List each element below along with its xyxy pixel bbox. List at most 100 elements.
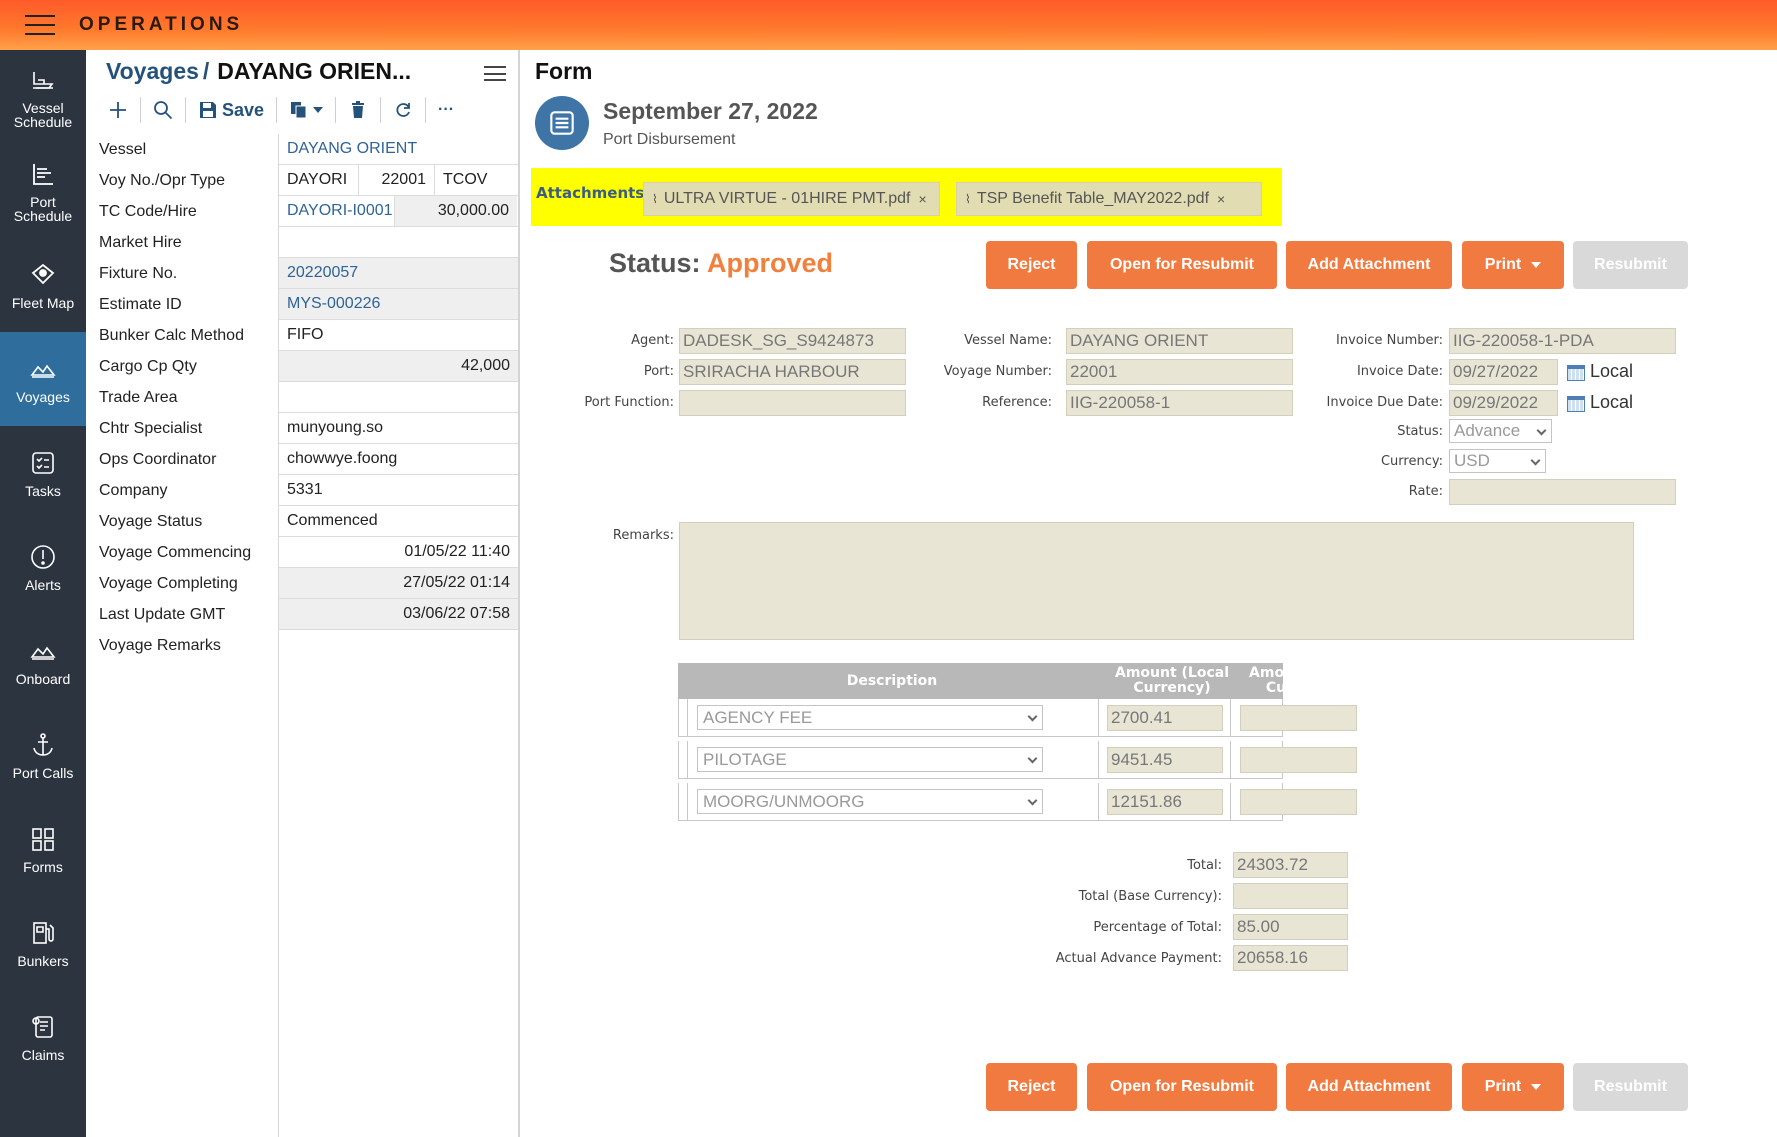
amount-base-field[interactable] <box>1240 705 1357 731</box>
column-divider <box>1230 783 1231 820</box>
tc-code-link[interactable]: DAYORI-I0001 <box>279 196 395 226</box>
resubmit-button[interactable]: Resubmit <box>1573 1063 1688 1111</box>
breadcrumb: Voyages / DAYANG ORIEN... <box>106 58 411 90</box>
reference-field[interactable]: IIG-220058-1 <box>1066 390 1293 416</box>
field-value-tc-code: DAYORI-I0001 30,000.00 <box>279 196 518 227</box>
field-value-estimate[interactable]: MYS-000226 <box>279 289 518 320</box>
copy-dropdown-button[interactable] <box>281 95 331 125</box>
description-select[interactable]: MOORG/UNMOORG <box>697 789 1043 814</box>
print-label: Print <box>1484 256 1522 273</box>
tc-hire: 30,000.00 <box>395 196 517 226</box>
field-label-remarks: Voyage Remarks <box>99 637 221 654</box>
nav-item-port-calls[interactable]: Port Calls <box>0 708 86 802</box>
percentage-field[interactable]: 85.00 <box>1233 914 1348 940</box>
status-select[interactable]: Advance <box>1449 419 1552 443</box>
rate-label: Rate: <box>1408 484 1443 499</box>
calendar-icon[interactable] <box>1567 365 1585 381</box>
advance-payment-field[interactable]: 20658.16 <box>1233 945 1348 971</box>
add-attachment-button[interactable]: Add Attachment <box>1286 1063 1452 1111</box>
caret-down-icon <box>1531 262 1542 268</box>
refresh-button[interactable] <box>385 95 421 125</box>
field-value-vessel[interactable]: DAYANG ORIENT <box>279 134 518 165</box>
print-button[interactable]: Print <box>1462 1063 1564 1111</box>
description-select[interactable]: AGENCY FEE <box>697 705 1043 730</box>
nav-item-bunkers[interactable]: Bunkers <box>0 896 86 990</box>
agent-label: Agent: <box>631 333 674 348</box>
invoice-number-field[interactable]: IIG-220058-1-PDA <box>1449 328 1676 354</box>
nav-item-forms[interactable]: Forms <box>0 802 86 896</box>
remarks-textarea[interactable] <box>679 522 1634 640</box>
field-label-estimate: Estimate ID <box>99 296 182 313</box>
attachment-name[interactable]: TSP Benefit Table_MAY2022.pdf <box>976 190 1210 207</box>
nav-item-tasks[interactable]: Tasks <box>0 426 86 520</box>
add-attachment-button[interactable]: Add Attachment <box>1286 241 1452 289</box>
remove-attachment-icon[interactable]: × <box>1217 191 1226 207</box>
port-field[interactable]: SRIRACHA HARBOUR <box>679 359 906 385</box>
total-field[interactable]: 24303.72 <box>1233 852 1348 878</box>
nav-item-onboard[interactable]: Onboard <box>0 614 86 708</box>
amount-local-field[interactable]: 12151.86 <box>1107 789 1223 815</box>
rate-field[interactable] <box>1449 479 1676 505</box>
trash-icon <box>352 101 365 118</box>
status-field-label: Status: <box>1397 424 1443 439</box>
panel-menu-icon[interactable] <box>484 66 506 81</box>
hamburger-menu-icon[interactable] <box>25 15 55 35</box>
more-options-icon[interactable]: ··· <box>438 101 455 118</box>
add-button[interactable] <box>100 95 136 125</box>
amount-local-field[interactable]: 9451.45 <box>1107 747 1223 773</box>
calendar-icon[interactable] <box>1567 396 1585 412</box>
amount-local-field[interactable]: 2700.41 <box>1107 705 1223 731</box>
amount-base-field[interactable] <box>1240 747 1357 773</box>
voyage-field-values: DAYANG ORIENT DAYORI 22001 TCOV DAYORI-I… <box>278 134 518 1137</box>
currency-select[interactable]: USD <box>1449 449 1546 473</box>
toolbar-divider <box>185 97 186 123</box>
reject-button[interactable]: Reject <box>986 241 1077 289</box>
attachment-chip[interactable]: ⌇ ULTRA VIRTUE - 01HIRE PMT.pdf × <box>643 182 940 216</box>
invoice-due-date-field[interactable]: 09/29/2022 <box>1449 390 1558 416</box>
nav-item-vessel-schedule[interactable]: Vessel Schedule <box>0 50 86 144</box>
search-button[interactable] <box>145 95 181 125</box>
amount-base-field[interactable] <box>1240 789 1357 815</box>
resubmit-button[interactable]: Resubmit <box>1573 241 1688 289</box>
nav-item-fleet-map[interactable]: Fleet Map <box>0 238 86 332</box>
field-value-trade-area <box>279 382 518 413</box>
description-select[interactable]: PILOTAGE <box>697 747 1043 772</box>
fuel-pump-icon <box>28 918 58 948</box>
voyage-number-field[interactable]: 22001 <box>1066 359 1293 385</box>
field-value-company: 5331 <box>279 475 518 506</box>
toolbar-divider <box>380 97 382 123</box>
document-icon <box>535 96 589 150</box>
nav-item-port-schedule[interactable]: Port Schedule <box>0 144 86 238</box>
total-base-field[interactable] <box>1233 883 1348 909</box>
nav-label: Fleet Map <box>11 295 75 311</box>
field-value-last-update: 03/06/22 07:58 <box>279 599 518 630</box>
field-label-company: Company <box>99 482 168 499</box>
nav-item-claims[interactable]: Claims <box>0 990 86 1084</box>
open-for-resubmit-button[interactable]: Open for Resubmit <box>1087 241 1277 289</box>
status-label: Status: <box>609 248 701 278</box>
breadcrumb-voyages-link[interactable]: Voyages <box>106 58 199 84</box>
open-for-resubmit-button[interactable]: Open for Resubmit <box>1087 1063 1277 1111</box>
vessel-name-label: Vessel Name: <box>964 333 1052 348</box>
column-header-description: Description <box>846 672 938 689</box>
agent-field[interactable]: DADESK_SG_S9424873 <box>679 328 906 354</box>
delete-button[interactable] <box>340 95 376 125</box>
port-function-field[interactable] <box>679 390 906 416</box>
voyage-panel: Voyages / DAYANG ORIEN... Save ·· <box>86 50 520 1137</box>
nav-item-alerts[interactable]: Alerts <box>0 520 86 614</box>
save-button[interactable]: Save <box>190 95 272 125</box>
remove-attachment-icon[interactable]: × <box>918 191 927 207</box>
invoice-date-field[interactable]: 09/27/2022 <box>1449 359 1558 385</box>
refresh-icon <box>396 103 410 117</box>
column-divider <box>1098 741 1099 778</box>
voy-number: 22001 <box>359 165 435 195</box>
anchor-icon <box>28 730 58 760</box>
caret-down-icon <box>313 107 324 113</box>
field-value-fixture[interactable]: 20220057 <box>279 258 518 289</box>
attachment-chip[interactable]: ⌇ TSP Benefit Table_MAY2022.pdf × <box>956 182 1262 216</box>
print-button[interactable]: Print <box>1462 241 1564 289</box>
nav-item-voyages[interactable]: Voyages <box>0 332 86 426</box>
vessel-name-field[interactable]: DAYANG ORIENT <box>1066 328 1293 354</box>
attachment-name[interactable]: ULTRA VIRTUE - 01HIRE PMT.pdf <box>663 190 911 207</box>
reject-button[interactable]: Reject <box>986 1063 1077 1111</box>
